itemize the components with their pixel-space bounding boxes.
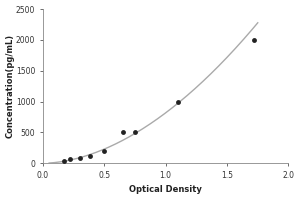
X-axis label: Optical Density: Optical Density [129,185,202,194]
Y-axis label: Concentration(pg/mL): Concentration(pg/mL) [6,34,15,138]
